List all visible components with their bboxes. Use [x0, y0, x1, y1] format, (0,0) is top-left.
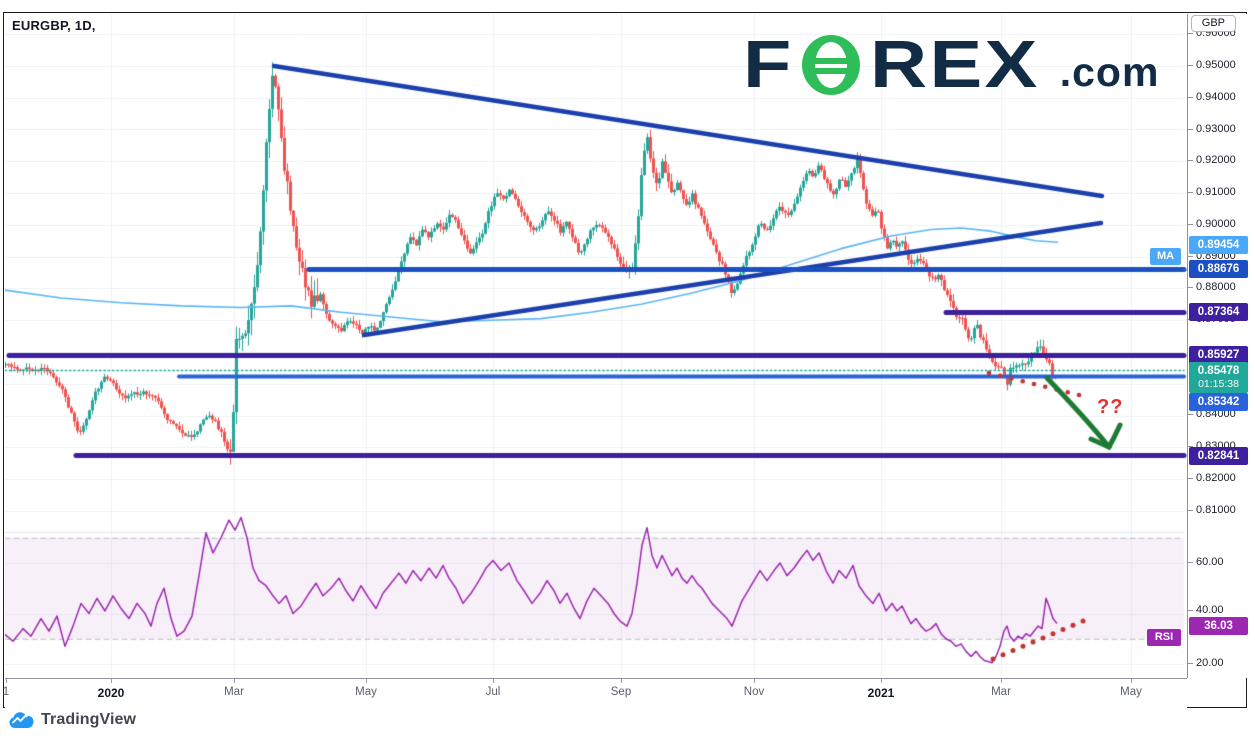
- rsi-indicator-chip[interactable]: RSI: [1147, 629, 1181, 646]
- time-tick-label: Sep: [610, 686, 632, 698]
- time-tick-label: May: [1120, 686, 1142, 698]
- price-level-badge: 0.87364: [1189, 303, 1248, 321]
- price-tick-label: 0.95000: [1196, 59, 1236, 71]
- time-tick-label: Jul: [485, 686, 501, 698]
- chart-canvas[interactable]: [5, 14, 1187, 678]
- price-tick-label: 40.00: [1196, 604, 1224, 616]
- time-tick-label: Mar: [224, 686, 244, 698]
- price-tick-mark: [1188, 510, 1193, 511]
- forex-logo-coin-icon: [801, 35, 860, 95]
- chart-widget: EURGBP, 1D, GBP F REX .com ?? 0.96000 0.9…: [2, 12, 1249, 708]
- price-tick-label: 0.92000: [1196, 154, 1236, 166]
- question-marks-annotation: ??: [1097, 396, 1124, 418]
- time-tick-mark: [493, 679, 494, 683]
- time-tick-mark: [6, 679, 7, 683]
- time-tick-mark: [366, 679, 367, 683]
- time-tick-label: 1: [2, 686, 10, 698]
- price-tick-label: 0.90000: [1196, 218, 1236, 230]
- time-tick-mark: [1131, 679, 1132, 683]
- price-tick-mark: [1188, 446, 1193, 447]
- forex-logo-com: .com: [1059, 49, 1160, 95]
- price-axis[interactable]: 0.96000 0.95000 0.94000 0.93000 0.92000 0.910…: [1187, 14, 1249, 678]
- price-tick-label: 0.88000: [1196, 281, 1236, 293]
- countdown-timer: 01:15:38: [1198, 378, 1239, 390]
- time-tick-mark: [621, 679, 622, 683]
- tradingview-logo-text: TradingView: [41, 711, 137, 728]
- price-level-badge: 0.85478 01:15:38: [1189, 362, 1248, 393]
- time-tick-label: May: [355, 686, 377, 698]
- price-tick-mark: [1188, 478, 1193, 479]
- price-tick-mark: [1188, 414, 1193, 415]
- forex-com-watermark-logo: F REX .com: [743, 27, 1160, 103]
- tradingview-logo-icon: [9, 711, 34, 728]
- price-tick-mark: [1188, 129, 1193, 130]
- price-level-badge: 0.88676: [1189, 260, 1248, 278]
- price-tick-mark: [1188, 192, 1193, 193]
- price-tick-label: 20.00: [1196, 657, 1224, 669]
- price-level-badge: 0.85342: [1189, 393, 1248, 411]
- price-tick-mark: [1188, 256, 1193, 257]
- price-tick-label: 0.91000: [1196, 186, 1236, 198]
- tradingview-attribution[interactable]: TradingView: [9, 711, 136, 729]
- price-tick-mark: [1188, 33, 1193, 34]
- price-tick-label: 0.82000: [1196, 472, 1236, 484]
- time-tick-mark: [111, 679, 112, 683]
- forex-logo-f: F: [743, 27, 794, 103]
- time-tick-label: Nov: [743, 686, 765, 698]
- price-tick-mark: [1188, 97, 1193, 98]
- time-tick-label: 2020: [97, 686, 125, 700]
- price-tick-mark: [1188, 287, 1193, 288]
- time-tick-label: Mar: [991, 686, 1011, 698]
- time-axis[interactable]: 1 2020 Mar May Jul Sep Nov 2021 Mar May: [2, 678, 1187, 708]
- time-tick-mark: [881, 679, 882, 683]
- time-tick-mark: [754, 679, 755, 683]
- time-tick-mark: [234, 679, 235, 683]
- ma-indicator-chip[interactable]: MA: [1150, 248, 1181, 265]
- rsi-value-badge: 36.03: [1189, 617, 1248, 635]
- time-tick-label: 2021: [867, 686, 895, 700]
- price-tick-label: 0.84000: [1196, 408, 1236, 420]
- price-tick-label: 60.00: [1196, 556, 1224, 568]
- price-level-badge: 0.85927: [1189, 346, 1248, 364]
- price-tick-mark: [1188, 224, 1193, 225]
- price-tick-mark: [1188, 610, 1193, 611]
- forex-logo-rex: REX: [869, 27, 1040, 103]
- price-tick-label: 0.93000: [1196, 123, 1236, 135]
- ma-value-badge: 0.89454: [1189, 236, 1248, 254]
- price-tick-mark: [1188, 663, 1193, 664]
- price-tick-label: 0.81000: [1196, 504, 1236, 516]
- price-level-badge: 0.82841: [1189, 447, 1248, 465]
- price-tick-mark: [1188, 160, 1193, 161]
- price-tick-mark: [1188, 65, 1193, 66]
- symbol-title[interactable]: EURGBP, 1D,: [12, 18, 96, 33]
- price-tick-label: 0.94000: [1196, 91, 1236, 103]
- currency-unit-button[interactable]: GBP: [1190, 15, 1236, 32]
- price-tick-mark: [1188, 562, 1193, 563]
- time-tick-mark: [1001, 679, 1002, 683]
